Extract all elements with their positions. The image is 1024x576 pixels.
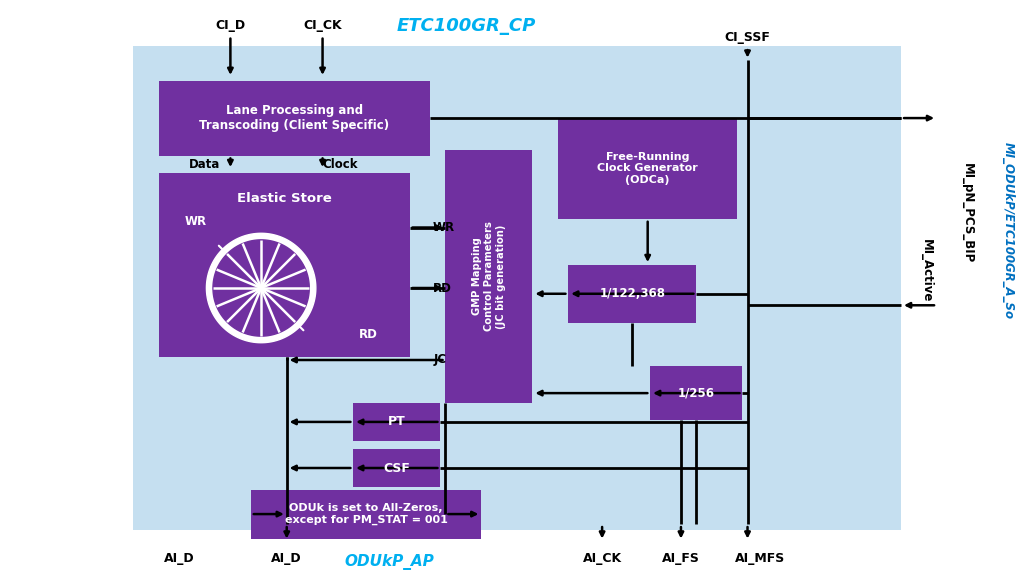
Text: Lane Processing and
Transcoding (Client Specific): Lane Processing and Transcoding (Client … <box>200 104 389 132</box>
Text: WR: WR <box>184 215 207 228</box>
Text: AI_MFS: AI_MFS <box>734 552 785 565</box>
Text: CI_D: CI_D <box>215 20 246 32</box>
Text: Free-Running
Clock Generator
(ODCa): Free-Running Clock Generator (ODCa) <box>597 152 698 185</box>
Text: GMP Mapping
Control Parameters
(JC bit generation): GMP Mapping Control Parameters (JC bit g… <box>472 222 506 331</box>
Text: RD: RD <box>433 282 452 294</box>
FancyBboxPatch shape <box>251 490 481 539</box>
FancyBboxPatch shape <box>353 449 440 487</box>
Text: AI_D: AI_D <box>164 552 195 565</box>
Text: ODUk is set to All-Zeros,
except for PM_STAT = 001: ODUk is set to All-Zeros, except for PM_… <box>285 503 447 525</box>
FancyBboxPatch shape <box>650 366 742 420</box>
Text: Data: Data <box>188 158 220 170</box>
Text: 1/122,368: 1/122,368 <box>599 287 666 300</box>
Polygon shape <box>213 240 309 336</box>
Text: CI_SSF: CI_SSF <box>725 31 770 44</box>
FancyBboxPatch shape <box>353 403 440 441</box>
FancyBboxPatch shape <box>159 81 430 156</box>
Text: RD: RD <box>359 328 378 340</box>
FancyBboxPatch shape <box>133 46 901 530</box>
Text: Elastic Store: Elastic Store <box>237 192 332 205</box>
Text: MI_Active: MI_Active <box>921 239 933 302</box>
FancyBboxPatch shape <box>445 150 532 403</box>
Text: AI_D: AI_D <box>271 552 302 565</box>
Text: MI_pN_PCS_BIP: MI_pN_PCS_BIP <box>962 163 974 263</box>
Polygon shape <box>207 233 315 343</box>
FancyBboxPatch shape <box>568 265 696 323</box>
Text: ODUkP_AP: ODUkP_AP <box>344 554 434 570</box>
Text: JC: JC <box>433 354 446 366</box>
Text: 1/256: 1/256 <box>678 386 715 400</box>
Text: MI_ODUkP/ETC100GR_A_So: MI_ODUkP/ETC100GR_A_So <box>1002 142 1015 319</box>
Text: PT: PT <box>388 415 406 429</box>
Text: AI_CK: AI_CK <box>583 552 622 565</box>
Text: AI_FS: AI_FS <box>663 552 699 565</box>
Text: CI_CK: CI_CK <box>303 20 342 32</box>
FancyBboxPatch shape <box>159 173 410 357</box>
FancyBboxPatch shape <box>558 118 737 219</box>
Text: WR: WR <box>433 221 456 234</box>
Text: ETC100GR_CP: ETC100GR_CP <box>396 17 536 35</box>
Text: Clock: Clock <box>323 158 358 170</box>
Text: CSF: CSF <box>383 461 411 475</box>
